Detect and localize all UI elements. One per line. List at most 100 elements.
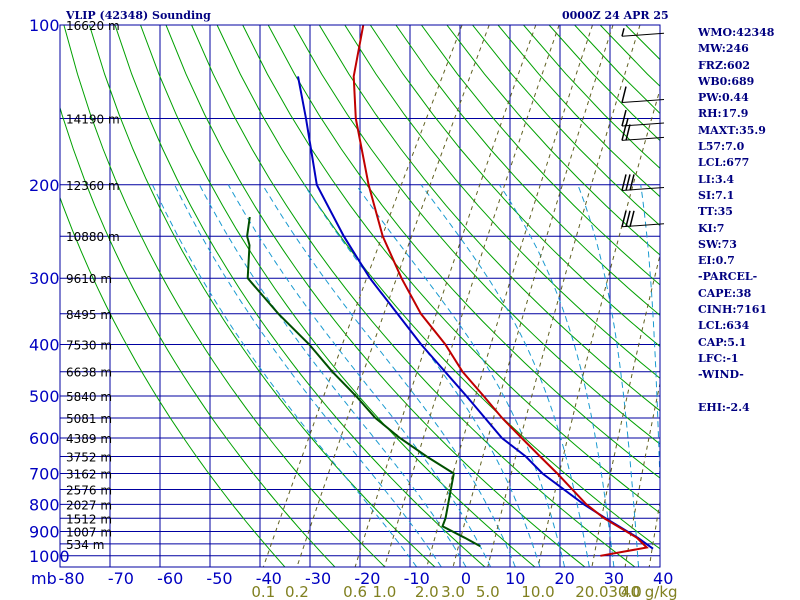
index-8: LCL:677 bbox=[698, 156, 750, 170]
wind-barb-flag bbox=[621, 124, 627, 141]
plot-frame bbox=[59, 24, 661, 568]
index-2: FRZ:602 bbox=[698, 58, 751, 72]
dry-adiabat bbox=[369, 25, 660, 348]
plot-area bbox=[60, 25, 660, 567]
temperature-tick-label: -40 bbox=[256, 569, 282, 588]
temperature-tick-label: 40 bbox=[653, 569, 673, 588]
height-label: 16620 m bbox=[66, 19, 120, 33]
wind-barb bbox=[621, 174, 665, 191]
moist-adiabat bbox=[498, 184, 615, 567]
wind-barb-flag bbox=[629, 174, 635, 191]
mixing-ratio-line bbox=[383, 25, 560, 567]
station-title: VLIP (42348) Sounding bbox=[66, 9, 211, 22]
temperature-trace bbox=[352, 25, 649, 557]
dry-adiabat bbox=[293, 25, 660, 445]
mixing-ratio-label: 20.0 bbox=[575, 583, 608, 600]
dry-adiabat bbox=[60, 105, 336, 567]
temperature-tick-label: -60 bbox=[157, 569, 183, 588]
pressure-tick-label: 800 bbox=[29, 495, 60, 514]
temperature-tick-label: 30 bbox=[604, 569, 624, 588]
time-label: 0000Z 24 APR 25 bbox=[562, 9, 669, 22]
temperature-tick-label: -80 bbox=[59, 569, 85, 588]
temperature-tick-label: -30 bbox=[305, 569, 331, 588]
wind-barb-flag bbox=[625, 174, 631, 191]
wind-barb-flag bbox=[621, 174, 627, 191]
index-9: LI:3.4 bbox=[698, 172, 735, 186]
wind-barb bbox=[621, 86, 665, 104]
wind-barb-staff bbox=[621, 32, 665, 37]
wind-barb-staff bbox=[621, 223, 665, 228]
pressure-tick-label: 700 bbox=[29, 465, 60, 484]
dewpoint-trace bbox=[246, 216, 481, 548]
mixing-ratio-line bbox=[262, 25, 463, 567]
mixing-ratio-label: 0.2 bbox=[285, 583, 309, 600]
wind-barb bbox=[621, 124, 665, 141]
temperature-tick-label: 0 bbox=[461, 569, 471, 588]
index-21: -WIND- bbox=[698, 368, 744, 382]
dry-adiabat bbox=[216, 25, 660, 550]
mixing-ratio-line bbox=[487, 25, 641, 567]
index-11: TT:35 bbox=[698, 205, 733, 219]
index-12: KI:7 bbox=[698, 221, 725, 235]
height-label: 8495 m bbox=[66, 308, 112, 322]
wind-barb-flag bbox=[621, 210, 627, 227]
index-20: LFC:-1 bbox=[698, 351, 739, 365]
pressure-tick-label: 100 bbox=[29, 16, 60, 35]
dry-adiabat bbox=[446, 25, 660, 256]
wind-barb-flag bbox=[629, 210, 635, 227]
pressure-tick-label: 200 bbox=[29, 176, 60, 195]
temperature-tick-label: 10 bbox=[505, 569, 525, 588]
height-label: 12360 m bbox=[66, 179, 120, 193]
moist-adiabat bbox=[227, 184, 492, 567]
mixing-ratio-line bbox=[296, 25, 490, 567]
height-label: 3162 m bbox=[66, 468, 112, 482]
mixing-ratio-label: 3.0 bbox=[441, 583, 465, 600]
wind-barb-staff bbox=[621, 122, 665, 127]
mixing-ratio-label: 5.0 bbox=[476, 583, 500, 600]
index-7: L57:7.0 bbox=[698, 140, 745, 154]
height-label: 9610 m bbox=[66, 272, 112, 286]
moist-adiabat bbox=[199, 184, 467, 567]
moist-adiabat bbox=[152, 184, 418, 567]
indices-panel: WMO:42348 MW:246 FRZ:602 WB0:689 PW:0.44 RH:1… bbox=[698, 25, 774, 416]
height-label: 5840 m bbox=[66, 390, 112, 404]
dry-adiabat bbox=[63, 25, 386, 567]
height-label: 2576 m bbox=[66, 483, 112, 497]
index-19: CAP:5.1 bbox=[698, 335, 747, 349]
mixing-ratio-label: 0.1 bbox=[251, 583, 275, 600]
dry-adiabat bbox=[420, 25, 660, 286]
moist-adiabat bbox=[303, 184, 541, 567]
mixing-ratio-label: 10.0 bbox=[521, 583, 554, 600]
dry-adiabat bbox=[165, 25, 586, 567]
wind-barb-staff bbox=[621, 99, 665, 104]
mixing-ratio-line bbox=[648, 499, 660, 567]
moist-adiabat bbox=[174, 184, 442, 567]
pressure-tick-label: 500 bbox=[29, 387, 60, 406]
parcel-trace bbox=[297, 76, 654, 550]
wind-barb bbox=[621, 210, 665, 228]
wind-barb-staff bbox=[621, 186, 665, 191]
height-label: 1007 m bbox=[66, 525, 112, 539]
index-4: PW:0.44 bbox=[698, 91, 749, 105]
height-label: 4389 m bbox=[66, 432, 112, 446]
pressure-tick-label: 1000 bbox=[29, 547, 70, 566]
index-22 bbox=[698, 384, 774, 400]
moist-adiabat bbox=[262, 184, 516, 567]
dry-adiabat bbox=[395, 25, 660, 317]
mixing-ratio-line bbox=[537, 87, 660, 567]
dry-adiabat bbox=[318, 25, 660, 412]
temperature-tick-label: -10 bbox=[404, 569, 430, 588]
mixing-ratio-label: 0.6 bbox=[343, 583, 367, 600]
moist-adiabat bbox=[577, 184, 639, 567]
dry-adiabat bbox=[191, 25, 636, 567]
wind-barb-staff bbox=[621, 136, 665, 141]
index-1: MW:246 bbox=[698, 42, 749, 56]
index-0: WMO:42348 bbox=[698, 26, 775, 39]
wind-barb-flag bbox=[621, 109, 627, 127]
mixing-ratio-line bbox=[354, 25, 537, 567]
pressure-tick-label: 300 bbox=[29, 269, 60, 288]
mixing-ratio-line bbox=[452, 25, 614, 567]
pressure-tick-label: 600 bbox=[29, 429, 60, 448]
height-label: 3752 m bbox=[66, 450, 112, 464]
